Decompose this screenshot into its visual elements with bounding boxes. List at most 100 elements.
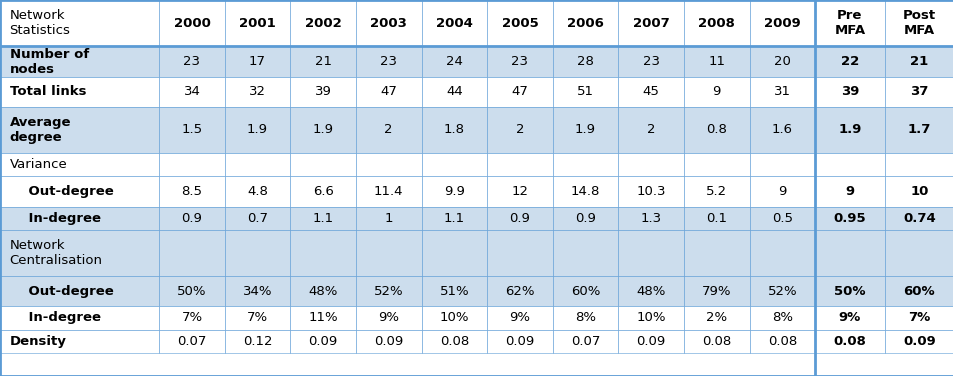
Text: 14.8: 14.8 xyxy=(570,185,599,198)
Bar xyxy=(749,107,814,153)
Text: 9: 9 xyxy=(712,85,720,98)
Bar xyxy=(883,46,953,77)
Text: 79%: 79% xyxy=(701,285,731,298)
Text: 2003: 2003 xyxy=(370,17,407,30)
Text: 1.9: 1.9 xyxy=(838,123,861,136)
Text: 28: 28 xyxy=(577,55,594,68)
Text: 7%: 7% xyxy=(181,311,202,324)
Bar xyxy=(355,153,421,176)
Text: 5.2: 5.2 xyxy=(705,185,726,198)
Bar xyxy=(552,330,618,353)
Bar xyxy=(290,77,355,107)
Bar xyxy=(618,276,683,306)
Bar xyxy=(618,206,683,230)
Bar xyxy=(552,230,618,276)
Text: 9%: 9% xyxy=(377,311,398,324)
Text: 2002: 2002 xyxy=(304,17,341,30)
Bar xyxy=(0,330,159,353)
Text: 52%: 52% xyxy=(374,285,403,298)
Text: 11%: 11% xyxy=(308,311,337,324)
Text: 0.9: 0.9 xyxy=(509,212,530,225)
Bar xyxy=(618,46,683,77)
Bar xyxy=(552,176,618,206)
Text: 2009: 2009 xyxy=(763,17,800,30)
Text: 2: 2 xyxy=(646,123,655,136)
Text: 8%: 8% xyxy=(771,311,792,324)
Text: 23: 23 xyxy=(183,55,200,68)
Bar xyxy=(225,153,290,176)
Bar xyxy=(0,107,159,153)
Bar xyxy=(552,306,618,330)
Text: 1.6: 1.6 xyxy=(771,123,792,136)
Bar xyxy=(618,0,683,46)
Bar xyxy=(749,330,814,353)
Text: 0.08: 0.08 xyxy=(767,335,796,348)
Bar xyxy=(883,276,953,306)
Text: 10: 10 xyxy=(909,185,927,198)
Bar xyxy=(0,230,159,276)
Text: 50%: 50% xyxy=(177,285,207,298)
Text: 34: 34 xyxy=(183,85,200,98)
Bar xyxy=(290,330,355,353)
Text: 9%: 9% xyxy=(509,311,530,324)
Text: 51%: 51% xyxy=(439,285,469,298)
Bar xyxy=(618,230,683,276)
Text: 51: 51 xyxy=(577,85,594,98)
Text: 8%: 8% xyxy=(575,311,596,324)
Text: 44: 44 xyxy=(445,85,462,98)
Bar xyxy=(225,176,290,206)
Bar xyxy=(159,176,225,206)
Text: Number of
nodes: Number of nodes xyxy=(10,47,89,76)
Bar xyxy=(552,46,618,77)
Bar xyxy=(159,230,225,276)
Text: 0.09: 0.09 xyxy=(374,335,403,348)
Text: 0.95: 0.95 xyxy=(833,212,865,225)
Bar xyxy=(683,306,749,330)
Text: 21: 21 xyxy=(314,55,332,68)
Bar xyxy=(225,276,290,306)
Text: 2005: 2005 xyxy=(501,17,537,30)
Bar xyxy=(814,276,883,306)
Bar xyxy=(0,46,159,77)
Bar xyxy=(421,77,487,107)
Bar xyxy=(421,0,487,46)
Text: 0.09: 0.09 xyxy=(902,335,935,348)
Bar xyxy=(814,107,883,153)
Text: 12: 12 xyxy=(511,185,528,198)
Bar xyxy=(683,153,749,176)
Bar xyxy=(0,77,159,107)
Text: 48%: 48% xyxy=(308,285,337,298)
Bar xyxy=(487,206,552,230)
Bar xyxy=(225,107,290,153)
Text: 60%: 60% xyxy=(902,285,934,298)
Text: 0.12: 0.12 xyxy=(243,335,272,348)
Text: 31: 31 xyxy=(773,85,790,98)
Text: 1.9: 1.9 xyxy=(313,123,334,136)
Text: 10%: 10% xyxy=(439,311,469,324)
Text: Total links: Total links xyxy=(10,85,86,98)
Bar xyxy=(618,77,683,107)
Bar xyxy=(421,330,487,353)
Bar xyxy=(225,46,290,77)
Bar xyxy=(159,306,225,330)
Bar xyxy=(683,46,749,77)
Bar xyxy=(355,306,421,330)
Text: Network
Centralisation: Network Centralisation xyxy=(10,239,102,267)
Bar xyxy=(883,206,953,230)
Bar xyxy=(552,77,618,107)
Bar xyxy=(749,176,814,206)
Text: 0.7: 0.7 xyxy=(247,212,268,225)
Bar xyxy=(355,0,421,46)
Text: 0.5: 0.5 xyxy=(771,212,792,225)
Bar xyxy=(159,46,225,77)
Bar xyxy=(487,276,552,306)
Bar xyxy=(749,306,814,330)
Text: 34%: 34% xyxy=(243,285,272,298)
Bar xyxy=(0,206,159,230)
Text: 1.9: 1.9 xyxy=(575,123,596,136)
Text: 0.9: 0.9 xyxy=(575,212,596,225)
Bar xyxy=(355,276,421,306)
Bar xyxy=(225,77,290,107)
Text: 10.3: 10.3 xyxy=(636,185,665,198)
Bar xyxy=(618,153,683,176)
